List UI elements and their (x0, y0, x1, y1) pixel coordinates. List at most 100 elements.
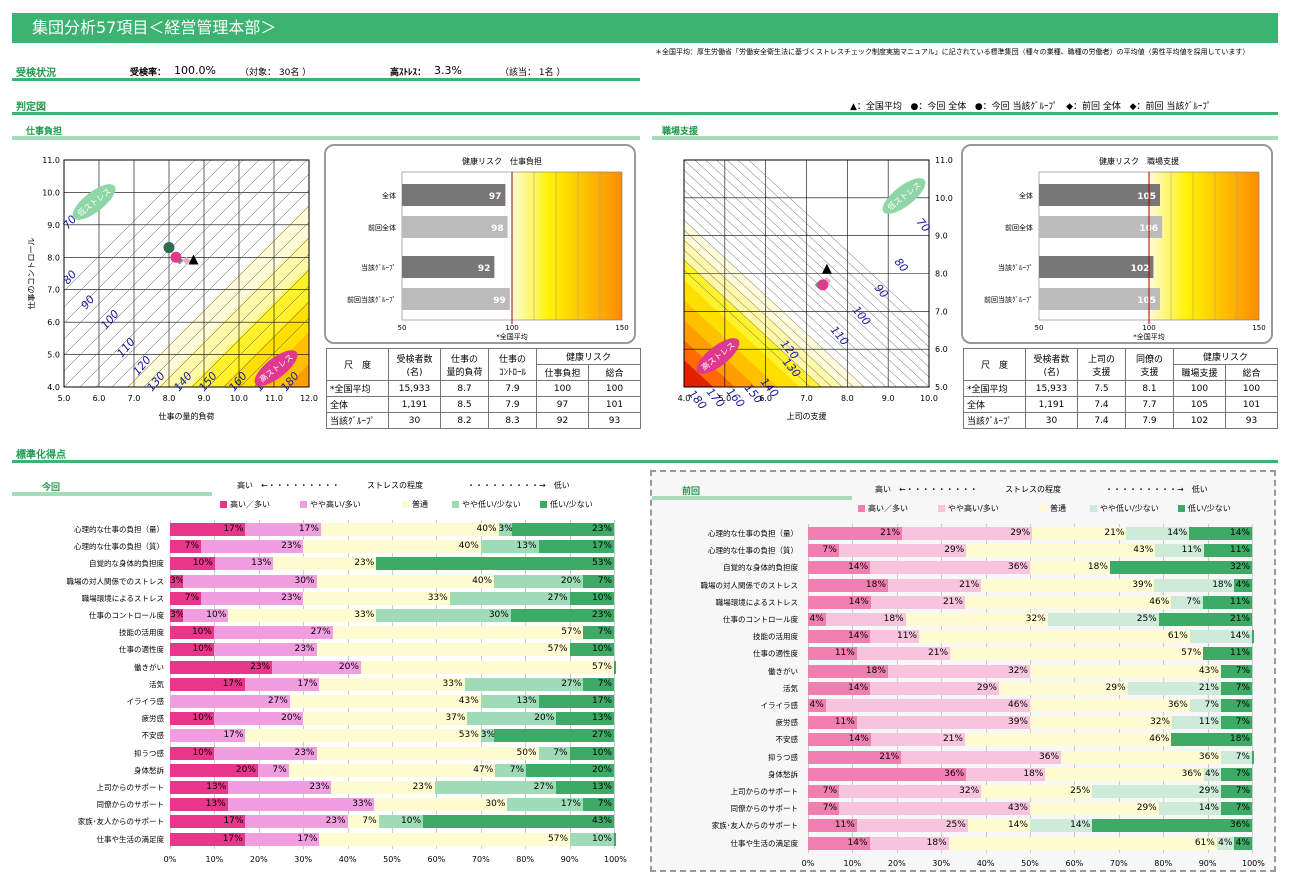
bar-segment: 11% (1202, 595, 1252, 609)
x-tick: 50% (1021, 858, 1039, 868)
row-label: 働きがい (134, 662, 164, 672)
x-tick: 80% (1154, 858, 1173, 868)
bar-row: 11% 21% 57% 11% (808, 647, 1252, 661)
contour-line (684, 239, 844, 387)
x-tick-label: 9.0 (882, 394, 895, 403)
scale-high: 高い ←・・・・・・・・・ (875, 485, 978, 494)
bar-segment: 33% (228, 609, 377, 622)
bar-segment: 23% (201, 591, 304, 605)
bar-row: 4% 46% 36% 7% 7% (808, 699, 1252, 712)
y-tick-label: 5.0 (935, 383, 948, 392)
bar-segment: 25% (856, 819, 968, 833)
judgment-heading: 判定図 (16, 102, 46, 113)
rate-value: 100.0% (174, 64, 216, 77)
bar-segment: 40% (320, 523, 499, 536)
national-label: *全国平均 (1133, 332, 1165, 341)
table-header: 上司の 支援 (1077, 348, 1126, 381)
bar-segment: 57% (332, 626, 584, 640)
bar-segment: 10% (170, 626, 214, 640)
bar-segment: 14% (1126, 527, 1190, 540)
bar-segment: 21% (870, 595, 965, 609)
bar-segment: 40% (303, 540, 481, 554)
bar-segment: 61% (948, 836, 1217, 850)
risk-scale-label: 100 (1142, 324, 1155, 332)
risk-bar-value: 105 (1137, 296, 1156, 306)
right-risk-box: 健康リスク 職場支援105全体106前回全体102当該ｸﾞﾙｰﾌﾟ105前回当該… (961, 144, 1273, 344)
y-tick-label: 6.0 (935, 345, 948, 354)
bar-row: 14% 29% 29% 21% 7% (808, 681, 1252, 695)
bar-segment: 43% (966, 544, 1156, 558)
bar-segment: 4% (808, 699, 826, 712)
y-axis-label: 仕事のコントロール (28, 238, 36, 310)
national-average-marker (821, 263, 832, 274)
row-label: 同僚からのサポート (96, 800, 165, 810)
table-header: 同僚の 支援 (1125, 348, 1174, 381)
table-cell: 1,191 (1025, 396, 1078, 413)
contour-line (207, 285, 309, 387)
bar-segment: 21% (887, 578, 982, 592)
legend-prev-grp: ◆：前回 当該ｸﾞﾙｰﾌﾟ (1129, 102, 1212, 112)
risk-bar-label: 前回当該ｸﾞﾙｰﾌﾟ (347, 295, 396, 304)
scale-low: ・・・・・・・・・→ 低い (467, 481, 570, 490)
legend-item: やや高い/多い (300, 499, 361, 510)
bar-segment: 7% (538, 746, 570, 760)
contour-line (684, 199, 887, 387)
bar-row: 21% 36% 36% 7% (808, 750, 1254, 764)
std-heading: 標準化得点 (16, 450, 66, 461)
bar-segment: 14% (808, 681, 871, 695)
y-tick-label: 6.0 (47, 318, 60, 327)
table-row: 当該ｸﾞﾙｰﾌﾟ 30 7.4 7.9 102 93 (963, 412, 1278, 429)
bar-segment: 10% (170, 557, 215, 571)
bar-segment (614, 660, 616, 674)
table-row: *全国平均 15,933 8.7 7.9 100 100 (326, 380, 641, 397)
table-row: 全体 1,191 8.5 7.9 97 101 (326, 396, 641, 413)
bar-segment: 11% (1203, 647, 1252, 661)
applicable-count: （該当： 1名 ） (500, 68, 566, 78)
bar-segment: 43% (1030, 664, 1221, 678)
risk-scale-label: 50 (1035, 324, 1044, 332)
table-cell: 7.5 (1077, 380, 1126, 397)
risk-title: 健康リスク 職場支援 (1099, 156, 1179, 166)
x-tick: 10% (205, 854, 224, 864)
bar-segment: 21% (808, 750, 902, 764)
legend-label: 低い/少ない (550, 500, 593, 509)
contour-line (159, 237, 309, 387)
bar-row: 11% 39% 32% 11% 7% (808, 716, 1252, 730)
x-tick: 20% (249, 854, 268, 864)
risk-bar-value: 97 (489, 192, 502, 202)
risk-bar-value: 102 (1131, 264, 1150, 274)
table-header: 健康リスク (536, 348, 641, 365)
risk-bar (402, 184, 506, 206)
contour-line (694, 160, 929, 378)
risk-scale-label: 50 (398, 324, 407, 332)
bar-segment: 53% (376, 557, 614, 571)
legend-swatch (938, 505, 945, 512)
bar-segment: 30% (376, 609, 511, 622)
x-tick-label: 7.0 (128, 394, 141, 403)
bar-segment: 57% (316, 643, 570, 657)
bar-segment: 36% (1045, 767, 1204, 781)
plot-frame (63, 159, 310, 388)
bar-segment: 10% (170, 712, 215, 726)
row-label: 技能の活用度 (119, 628, 164, 638)
bar-segment: 17% (538, 695, 614, 708)
bar-segment: 29% (1030, 802, 1159, 816)
bar-segment: 7% (1189, 699, 1221, 712)
row-label: 心理的な仕事の負担（量） (708, 529, 798, 538)
table-header: 受検者数 (名) (1025, 348, 1078, 381)
bar-segment (1252, 750, 1254, 764)
risk-scale-label: 150 (1252, 324, 1265, 332)
bar-segment: 36% (901, 750, 1062, 764)
contour-line (64, 160, 196, 292)
x-tick-label: 8.0 (163, 394, 176, 403)
legend-item: やや低い/少ない (1090, 503, 1159, 514)
row-label: 仕事の適性度 (119, 645, 164, 655)
bar-segment: 3% (170, 609, 185, 622)
bar-row: 10% 13% 23% 53% (170, 557, 614, 571)
x-tick-label: 7.0 (800, 394, 813, 403)
bar-segment: 23% (201, 540, 304, 554)
bar-segment: 17% (170, 729, 246, 743)
table-header: 受検者数 (名) (388, 348, 441, 381)
status-divider (12, 78, 640, 81)
bar-segment: 43% (289, 695, 481, 708)
